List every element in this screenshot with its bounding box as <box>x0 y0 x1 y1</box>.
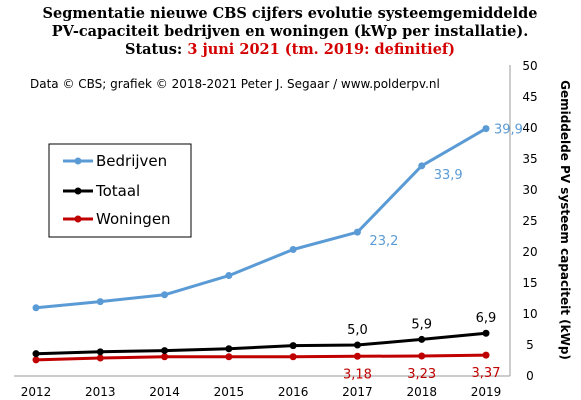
data-label-bedrijven: 33,9 <box>434 168 463 183</box>
y-tick-label: 25 <box>522 214 537 228</box>
data-label-bedrijven: 23,2 <box>369 234 398 249</box>
data-label-totaal: 5,9 <box>411 317 432 332</box>
data-point-bedrijven <box>482 125 490 133</box>
data-label-totaal: 5,0 <box>347 323 368 338</box>
x-tick-label: 2015 <box>214 385 245 399</box>
data-point-bedrijven <box>225 272 233 280</box>
data-label-woningen: 3,37 <box>472 366 501 381</box>
data-label-bedrijven: 39,9 <box>494 123 523 138</box>
data-point-totaal <box>32 350 40 358</box>
y-axis-label: Gemiddelde PV systeem capaciteit (kWp) <box>558 80 572 360</box>
data-point-totaal <box>225 345 233 353</box>
x-tick-label: 2019 <box>471 385 502 399</box>
y-tick-label: 5 <box>526 338 534 352</box>
data-point-woningen <box>32 356 40 364</box>
legend-label-bedrijven: Bedrijven <box>96 152 167 170</box>
data-point-bedrijven <box>289 246 297 254</box>
data-label-woningen: 3,23 <box>407 367 436 382</box>
data-point-woningen <box>289 353 297 361</box>
data-point-bedrijven <box>418 162 426 170</box>
x-tick-label: 2012 <box>21 385 52 399</box>
y-tick-label: 20 <box>522 245 537 259</box>
data-point-bedrijven <box>32 304 40 312</box>
series-line-bedrijven <box>35 127 487 310</box>
legend-marker-totaal <box>74 187 82 195</box>
y-tick-label: 30 <box>522 183 537 197</box>
x-tick-label: 2016 <box>278 385 309 399</box>
y-tick-label: 15 <box>522 276 537 290</box>
data-point-totaal <box>96 348 104 356</box>
chart-title-line-2: PV-capaciteit bedrijven en woningen (kWp… <box>52 23 529 40</box>
x-tick-label: 2014 <box>149 385 180 399</box>
data-point-woningen <box>225 353 233 361</box>
legend-label-totaal: Totaal <box>95 182 140 200</box>
data-point-totaal <box>289 342 297 350</box>
data-credit: Data © CBS; grafiek © 2018-2021 Peter J.… <box>30 77 440 91</box>
y-tick-labels: 0 5 10 15 20 25 30 35 40 45 50 <box>522 59 537 383</box>
data-point-totaal <box>482 329 490 337</box>
y-tick-label: 45 <box>522 90 537 104</box>
data-point-totaal <box>161 347 169 355</box>
data-point-bedrijven <box>353 228 361 236</box>
x-tick-labels: 2012 2013 2014 2015 2016 2017 2018 2019 <box>21 385 502 399</box>
y-tick-label: 40 <box>522 121 537 135</box>
data-point-bedrijven <box>161 291 169 299</box>
x-tick-label: 2017 <box>342 385 373 399</box>
data-point-woningen <box>161 353 169 361</box>
y-tick-label: 0 <box>526 369 534 383</box>
y-tick-label: 50 <box>522 59 537 73</box>
series-layer <box>32 125 490 364</box>
x-tick-label: 2018 <box>406 385 437 399</box>
data-point-totaal <box>418 335 426 343</box>
data-labels: 23,2 33,9 39,9 5,0 5,9 6,9 3,18 3,23 3,37 <box>343 123 523 383</box>
chart-title-line-1: Segmentatie nieuwe CBS cijfers evolutie … <box>43 5 538 22</box>
legend: Bedrijven Totaal Woningen <box>48 143 192 238</box>
legend-marker-woningen <box>74 215 82 223</box>
legend-marker-bedrijven <box>74 157 82 165</box>
series-line-woningen <box>35 353 487 362</box>
data-label-totaal: 6,9 <box>476 311 497 326</box>
data-point-woningen <box>482 351 490 359</box>
status-prefix: Status: <box>125 41 187 58</box>
data-point-bedrijven <box>96 298 104 306</box>
data-point-woningen <box>418 352 426 360</box>
data-point-woningen <box>96 354 104 362</box>
y-tick-label: 10 <box>522 307 537 321</box>
data-label-woningen: 3,18 <box>343 367 372 382</box>
axes <box>14 65 511 377</box>
status-date: 3 juni 2021 (tm. 2019: definitief) <box>187 41 455 58</box>
data-point-woningen <box>353 352 361 360</box>
chart-title-line-3: Status: 3 juni 2021 (tm. 2019: definitie… <box>125 41 455 58</box>
legend-label-woningen: Woningen <box>96 210 171 228</box>
x-tick-label: 2013 <box>85 385 116 399</box>
data-point-totaal <box>353 341 361 349</box>
y-tick-label: 35 <box>522 152 537 166</box>
series-line-totaal <box>35 331 487 356</box>
